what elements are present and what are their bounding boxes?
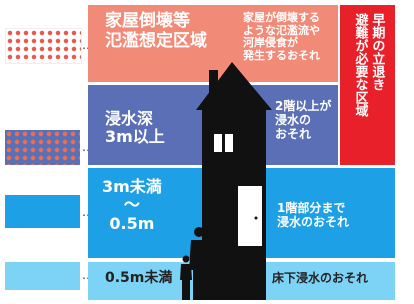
zone-title: 0.5m未満 bbox=[105, 270, 172, 286]
note-line: 2階以上が bbox=[275, 100, 331, 114]
title-line: 家屋倒壊等 bbox=[105, 12, 207, 32]
zone-note: 1階部分まで浸水のおそれ bbox=[277, 202, 349, 230]
note-line: おそれ bbox=[275, 128, 331, 142]
title-line: 0.5m未満 bbox=[105, 270, 172, 286]
zone-title: 3m未満～0.5m bbox=[102, 178, 162, 233]
house-illustration bbox=[0, 0, 414, 304]
hazard-legend: … … … … 早期の立退き避難が必要な区域 家屋倒壊等氾濫想定区域家屋が倒壊す… bbox=[0, 0, 414, 304]
note-line: 浸水のおそれ bbox=[277, 216, 349, 230]
title-line: 3m以上 bbox=[105, 128, 165, 146]
zone-title: 家屋倒壊等氾濫想定区域 bbox=[105, 12, 207, 51]
title-line: 浸水深 bbox=[105, 110, 165, 128]
note-line: 家屋が倒壊する bbox=[243, 12, 320, 25]
note-line: 浸水の bbox=[275, 114, 331, 128]
note-line: 1階部分まで bbox=[277, 202, 349, 216]
title-line: 3m未満 bbox=[102, 178, 162, 196]
zone-note: 家屋が倒壊するような氾濫流や河岸侵食が発生するおそれ bbox=[243, 12, 320, 63]
title-line: ～ bbox=[102, 196, 162, 214]
title-line: 0.5m bbox=[102, 215, 162, 233]
note-line: 発生するおそれ bbox=[243, 50, 320, 63]
title-line: 氾濫想定区域 bbox=[105, 32, 207, 52]
zone-note: 床下浸水のおそれ bbox=[272, 272, 368, 286]
note-line: 床下浸水のおそれ bbox=[272, 272, 368, 286]
zone-note: 2階以上が浸水のおそれ bbox=[275, 100, 331, 141]
